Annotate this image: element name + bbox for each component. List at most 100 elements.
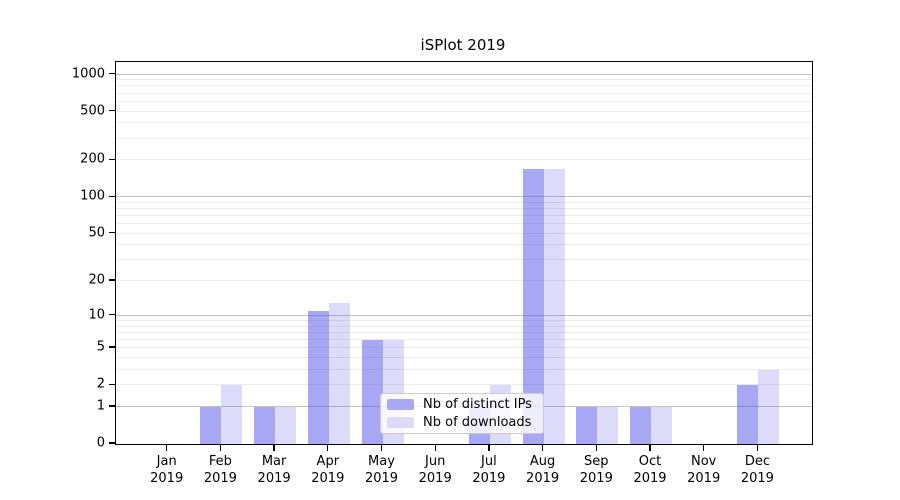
minor-gridline xyxy=(116,137,812,139)
x-tick-label-oct: Oct 2019 xyxy=(620,453,680,487)
x-tick-label-jun: Jun 2019 xyxy=(405,453,465,487)
y-tick-mark xyxy=(109,72,115,75)
bar-dec-distinct-ips xyxy=(737,385,759,444)
x-tick-label-nov: Nov 2019 xyxy=(674,453,734,487)
legend-item: Nb of downloads xyxy=(381,415,543,430)
month-label: Jan xyxy=(156,454,177,469)
minor-gridline xyxy=(116,347,812,349)
y-tick-mark xyxy=(109,158,115,161)
bar-mar-downloads xyxy=(275,406,297,444)
minor-gridline xyxy=(116,331,812,333)
minor-gridline xyxy=(116,356,812,358)
x-tick-label-jul: Jul 2019 xyxy=(459,453,519,487)
minor-gridline xyxy=(116,85,812,87)
minor-gridline xyxy=(116,110,812,112)
year-label: 2019 xyxy=(472,471,506,486)
y-tick-label: 10 xyxy=(88,307,105,323)
year-label: 2019 xyxy=(579,471,613,486)
year-label: 2019 xyxy=(633,471,667,486)
y-tick-label: 500 xyxy=(80,103,105,119)
x-tick-label-may: May 2019 xyxy=(352,453,412,487)
minor-gridline xyxy=(116,280,812,282)
bar-oct-distinct-ips xyxy=(630,406,651,444)
minor-gridline xyxy=(116,208,812,210)
y-tick-label: 200 xyxy=(80,151,105,167)
bar-sep-distinct-ips xyxy=(576,406,598,444)
minor-gridline xyxy=(116,223,812,225)
bar-sep-downloads xyxy=(597,406,619,444)
year-label: 2019 xyxy=(687,471,721,486)
month-label: Feb xyxy=(208,454,232,469)
x-tick-mark xyxy=(273,444,275,451)
minor-gridline xyxy=(116,232,812,234)
minor-gridline xyxy=(116,100,812,102)
y-tick-label: 1 xyxy=(96,398,105,414)
y-tick-label: 5 xyxy=(96,339,105,355)
bar-apr-distinct-ips xyxy=(307,311,329,444)
year-label: 2019 xyxy=(740,471,774,486)
y-tick-mark xyxy=(109,442,115,444)
bar-may-distinct-ips xyxy=(361,339,383,444)
x-tick-mark xyxy=(703,444,705,451)
month-label: Aug xyxy=(529,454,556,469)
x-tick-mark xyxy=(380,444,383,451)
month-label: Mar xyxy=(261,454,287,469)
x-tick-label-sep: Sep 2019 xyxy=(566,453,626,487)
year-label: 2019 xyxy=(526,471,560,486)
month-label: Oct xyxy=(638,454,662,469)
legend-swatch xyxy=(387,399,414,411)
bar-feb-distinct-ips xyxy=(200,406,222,444)
year-label: 2019 xyxy=(418,471,452,486)
minor-gridline xyxy=(116,122,812,124)
minor-gridline xyxy=(116,244,812,246)
bar-aug-downloads xyxy=(543,169,565,444)
y-tick-mark xyxy=(109,195,115,197)
x-tick-mark xyxy=(488,444,490,451)
minor-gridline xyxy=(116,159,812,161)
bar-apr-downloads xyxy=(328,302,350,444)
minor-gridline xyxy=(116,201,812,203)
y-tick-mark xyxy=(109,346,115,348)
plot-area xyxy=(115,61,813,445)
x-tick-mark xyxy=(756,444,759,451)
major-gridline xyxy=(116,196,812,198)
y-tick-label: 0 xyxy=(96,435,105,451)
minor-gridline xyxy=(116,79,812,81)
x-tick-label-jan: Jan 2019 xyxy=(137,453,197,487)
minor-gridline xyxy=(116,325,812,327)
month-label: Sep xyxy=(584,454,609,469)
month-label: Dec xyxy=(744,454,770,469)
minor-gridline xyxy=(116,92,812,94)
y-tick-mark xyxy=(109,405,115,407)
x-tick-mark xyxy=(219,444,222,451)
month-label: Jul xyxy=(481,454,497,469)
year-label: 2019 xyxy=(311,471,345,486)
minor-gridline xyxy=(116,259,812,261)
legend-swatch xyxy=(387,416,414,428)
major-gridline xyxy=(116,73,812,75)
x-tick-mark xyxy=(541,444,544,451)
minor-gridline xyxy=(116,338,812,340)
bar-feb-downloads xyxy=(221,385,243,444)
x-tick-label-aug: Aug 2019 xyxy=(513,453,573,487)
x-tick-mark xyxy=(327,444,329,451)
x-tick-mark xyxy=(166,444,168,451)
legend-label: Nb of distinct IPs xyxy=(423,397,532,413)
x-tick-label-apr: Apr 2019 xyxy=(298,453,358,487)
x-tick-mark xyxy=(434,444,436,451)
y-tick-mark xyxy=(109,279,115,281)
year-label: 2019 xyxy=(203,471,237,486)
y-tick-label: 100 xyxy=(80,188,105,204)
minor-gridline xyxy=(116,319,812,321)
minor-gridline xyxy=(116,368,812,370)
minor-gridline xyxy=(116,215,812,217)
y-tick-mark xyxy=(109,232,115,234)
bar-oct-downloads xyxy=(651,406,672,444)
bar-dec-downloads xyxy=(758,369,780,444)
legend-label: Nb of downloads xyxy=(423,414,532,430)
month-label: Apr xyxy=(316,454,340,469)
y-tick-label: 1000 xyxy=(71,66,105,82)
y-tick-mark xyxy=(109,109,115,112)
y-tick-label: 20 xyxy=(88,272,105,288)
